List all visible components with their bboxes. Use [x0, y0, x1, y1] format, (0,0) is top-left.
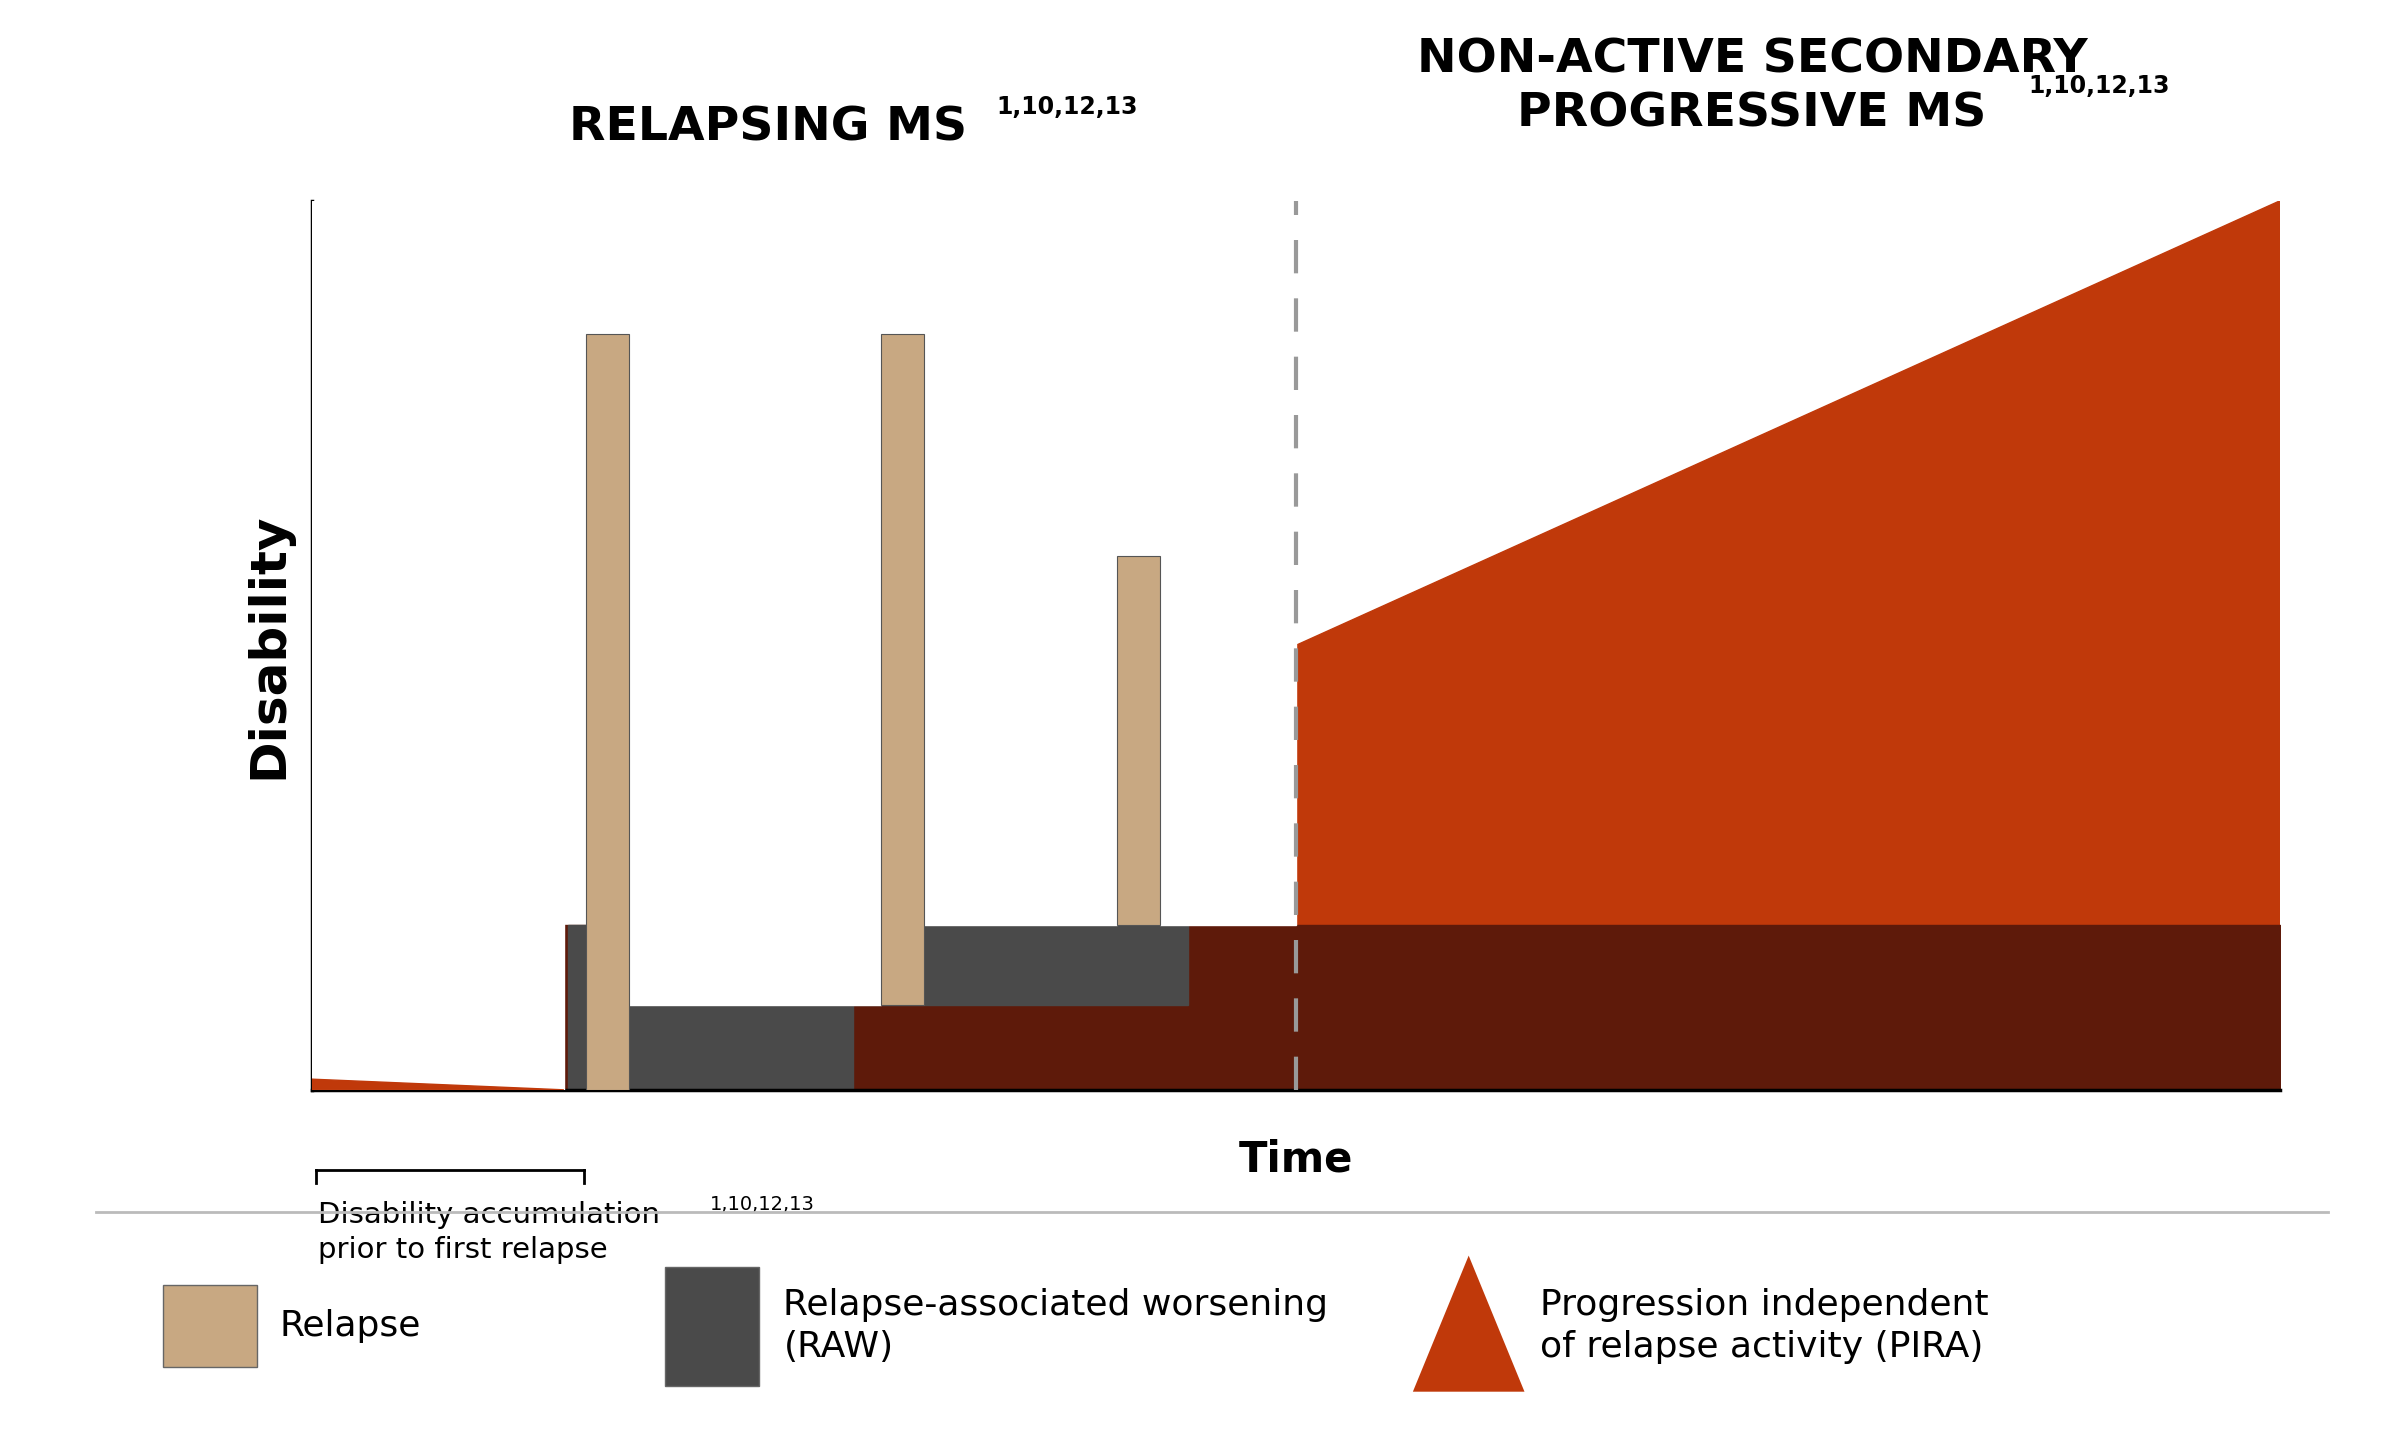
Bar [586, 334, 629, 1090]
Polygon shape [1159, 201, 1296, 925]
Polygon shape [569, 925, 1188, 1090]
Text: 1,10,12,13: 1,10,12,13 [2028, 73, 2170, 98]
Polygon shape [1414, 1256, 1524, 1391]
Text: First
relapse: First relapse [643, 262, 761, 333]
Polygon shape [924, 201, 1116, 925]
Text: Disability accumulation
prior to first relapse: Disability accumulation prior to first r… [317, 1202, 660, 1263]
Polygon shape [312, 1080, 564, 1090]
Polygon shape [629, 201, 881, 1005]
Bar [665, 1266, 758, 1387]
Polygon shape [312, 201, 2280, 1090]
Text: Time: Time [1238, 1139, 1354, 1180]
Text: NON-ACTIVE SECONDARY
PROGRESSIVE MS: NON-ACTIVE SECONDARY PROGRESSIVE MS [1416, 37, 2088, 136]
Polygon shape [312, 201, 564, 1090]
Text: Relapse-associated worsening
(RAW): Relapse-associated worsening (RAW) [782, 1288, 1330, 1365]
Bar [163, 1285, 257, 1368]
Text: Progression independent
of relapse activity (PIRA): Progression independent of relapse activ… [1541, 1288, 1990, 1365]
Text: Relapse: Relapse [278, 1309, 420, 1344]
Y-axis label: Disability: Disability [245, 512, 293, 779]
Text: 1,10,12,13: 1,10,12,13 [996, 95, 1138, 119]
Bar [881, 334, 924, 1005]
Bar [1116, 556, 1159, 925]
Text: RELAPSING MS: RELAPSING MS [569, 106, 967, 151]
Text: 1,10,12,13: 1,10,12,13 [710, 1195, 814, 1213]
